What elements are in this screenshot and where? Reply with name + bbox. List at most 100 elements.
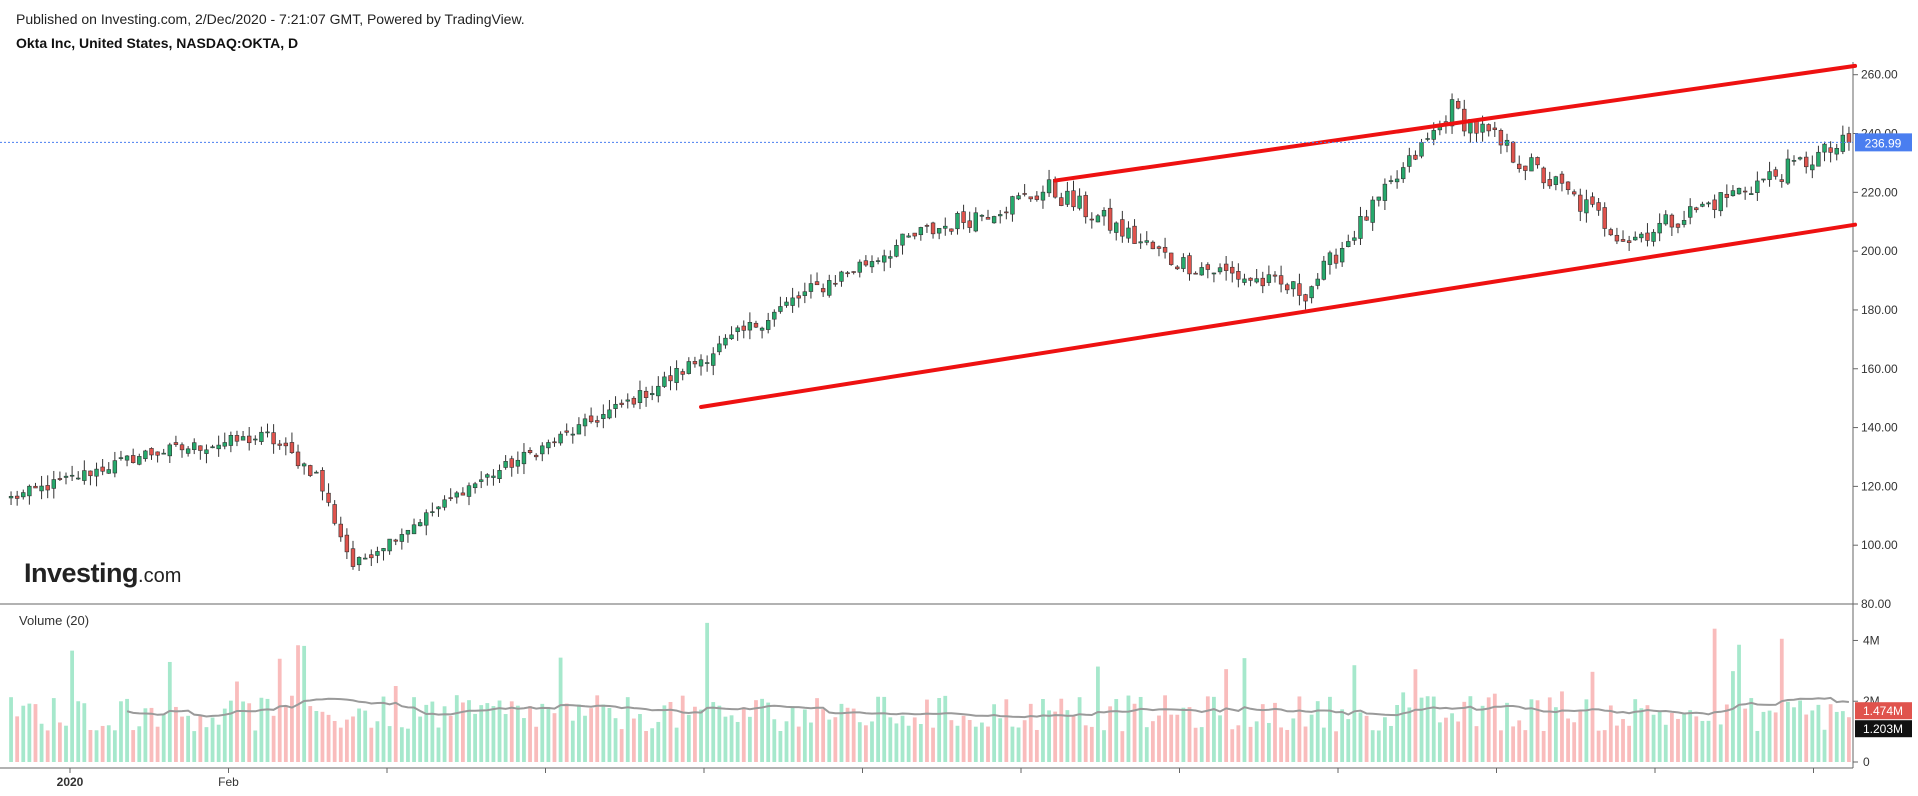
volume-bar [58, 722, 62, 762]
candle-body [332, 504, 337, 524]
volume-bar [1413, 669, 1418, 762]
candle-body [1523, 165, 1528, 171]
candle-body [1193, 272, 1198, 275]
volume-bar [247, 703, 252, 762]
volume-bar [943, 695, 948, 762]
candle-body [1571, 191, 1577, 195]
volume-bar [1071, 715, 1076, 762]
candle-body [827, 280, 832, 296]
candle-body [1846, 133, 1852, 143]
candle-body [1394, 178, 1400, 183]
candle-body [1749, 193, 1754, 195]
volume-bar [656, 721, 661, 762]
candle-body [1211, 272, 1217, 275]
volume-bar [1212, 696, 1216, 762]
volume-bar [729, 715, 734, 762]
volume-bar [137, 726, 142, 762]
volume-bar [1034, 729, 1039, 762]
volume-bar [686, 714, 691, 762]
volume-bar [1010, 726, 1015, 762]
volume-bar [980, 722, 984, 762]
volume-bar [1645, 705, 1650, 762]
volume-bar [369, 727, 374, 762]
volume-bar [461, 702, 465, 762]
candle-body [1260, 277, 1265, 287]
candle-body [1388, 180, 1394, 182]
candle-body [961, 211, 966, 223]
candle-body [1077, 195, 1082, 209]
volume-bar [119, 701, 123, 762]
candle-body [839, 271, 844, 282]
candle-body [1736, 187, 1742, 195]
candle-body [772, 311, 777, 320]
volume-bar [1218, 715, 1222, 762]
volume-bar [1108, 706, 1113, 762]
volume-bar [1089, 726, 1094, 762]
candle-body [1547, 179, 1552, 187]
volume-bar [125, 698, 129, 762]
volume-bar [1352, 665, 1357, 762]
volume-bar [1627, 725, 1632, 762]
volume-bar [1810, 710, 1815, 762]
candle-body [863, 260, 869, 266]
volume-bar [882, 696, 887, 762]
candle-body [88, 470, 93, 477]
candle-body [1083, 195, 1088, 218]
volume-bar [216, 724, 221, 762]
candle-body [1272, 274, 1278, 277]
volume-bar [1309, 714, 1314, 762]
volume-bar [241, 701, 245, 762]
volume-bar [790, 706, 795, 762]
candle-body [314, 471, 319, 474]
candle-body [27, 485, 32, 497]
volume-bar [1328, 696, 1332, 762]
volume-bar [1798, 700, 1802, 762]
candle-body [1724, 193, 1730, 198]
volume-bar [1596, 730, 1601, 762]
candle-body [283, 442, 289, 447]
candle-body [33, 485, 38, 489]
volume-bar [900, 715, 905, 762]
candle-body [1687, 206, 1693, 218]
candle-body [1382, 183, 1388, 201]
volume-bar [1834, 711, 1839, 762]
candle-body [1822, 143, 1827, 153]
volume-bar [717, 705, 722, 762]
candle-body [124, 455, 130, 461]
candle-body [326, 492, 331, 503]
candle-body [552, 441, 557, 444]
volume-bar [1425, 696, 1430, 762]
volume-bar [454, 695, 459, 762]
volume-bar [809, 722, 813, 762]
candle-body [845, 272, 850, 275]
candle-body [1517, 163, 1522, 169]
candle-body [814, 281, 820, 286]
volume-bar [1505, 702, 1509, 762]
candle-body [277, 443, 282, 446]
candle-body [1742, 190, 1748, 193]
volume-bar [735, 721, 740, 762]
volume-bar [784, 721, 789, 762]
volume-bar [509, 701, 514, 762]
volume-bar [802, 709, 807, 762]
volume-bar [986, 726, 990, 762]
volume-bar [1847, 717, 1851, 762]
volume-bar [1028, 703, 1033, 762]
candle-body [1669, 214, 1675, 228]
volume-bar [1083, 725, 1088, 762]
volume-bar [1407, 707, 1412, 762]
volume-bar [1120, 731, 1125, 762]
volume-bar [1254, 721, 1259, 762]
volume-bar [1688, 710, 1693, 762]
volume-bar [1266, 722, 1271, 762]
candle-body [1266, 274, 1272, 283]
last-price-badge [1855, 133, 1912, 152]
candle-body [509, 458, 514, 468]
candle-body [601, 414, 606, 419]
volume-bar [925, 699, 929, 762]
price-tick-label: 100.00 [1861, 538, 1898, 552]
candle-body [259, 431, 264, 442]
candle-body [1730, 190, 1736, 197]
volume-bar [1712, 628, 1717, 762]
